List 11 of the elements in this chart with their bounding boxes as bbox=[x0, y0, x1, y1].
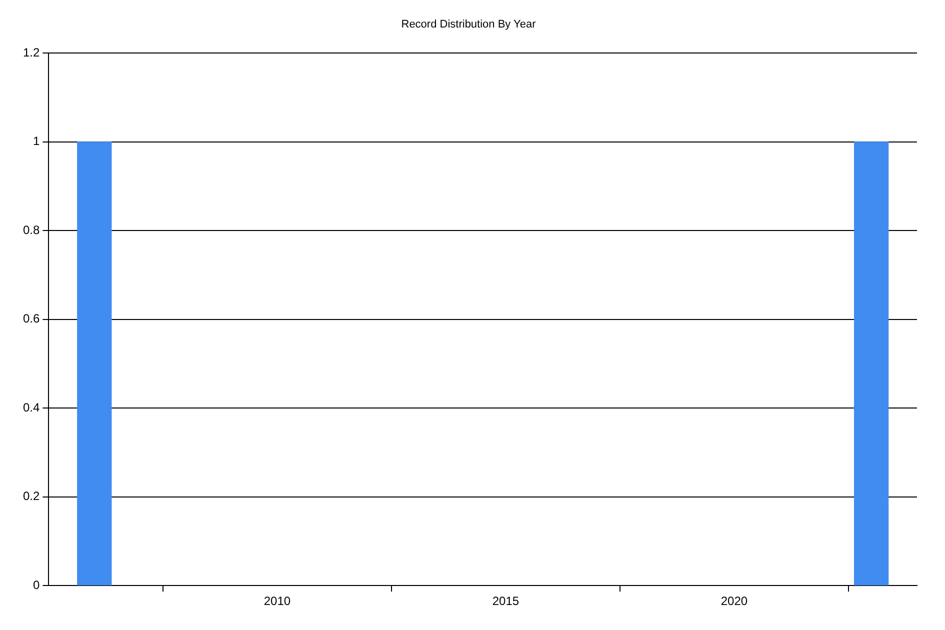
y-tick-label: 0.4 bbox=[22, 400, 40, 414]
y-tick-label: 0.2 bbox=[22, 489, 40, 504]
x-tick-label: 2015 bbox=[492, 594, 520, 608]
y-tick-label: 0 bbox=[32, 578, 40, 592]
x-tick-label: 2020 bbox=[720, 594, 748, 608]
x-tick-label: 2010 bbox=[264, 594, 291, 608]
chart-title: Record Distribution By Year bbox=[401, 18, 536, 31]
y-tick-label: 1 bbox=[32, 134, 40, 148]
y-tick-label: 0.6 bbox=[22, 312, 40, 326]
y-tick-label: 1.2 bbox=[22, 46, 40, 60]
y-tick-label: 0.8 bbox=[22, 222, 40, 237]
